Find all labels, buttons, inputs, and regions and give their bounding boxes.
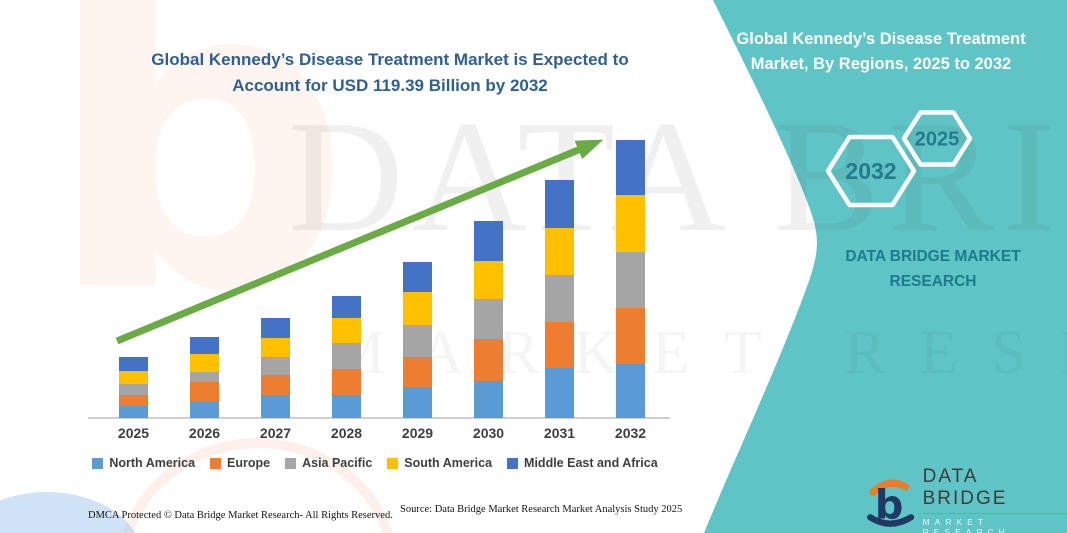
segment-2027-europe [261, 375, 290, 395]
chart-title: Global Kennedy’s Disease Treatment Marke… [40, 47, 740, 100]
segment-2030-middle-east-and-africa [474, 220, 503, 261]
segment-2027-north-america [261, 394, 290, 418]
legend-swatch-icon [285, 457, 297, 469]
stacked-bar-2029 [403, 261, 432, 418]
segment-2028-middle-east-and-africa [332, 296, 361, 319]
segment-2031-asia-pacific [545, 275, 574, 322]
segment-2027-middle-east-and-africa [261, 317, 290, 339]
legend-swatch-icon [507, 457, 519, 469]
legend-item-south-america: South America [387, 456, 492, 470]
dbmr-logo-divider [922, 513, 1067, 514]
x-axis-label-2029: 2029 [401, 425, 434, 441]
segment-2028-south-america [332, 318, 361, 344]
source-note: Source: Data Bridge Market Research Mark… [400, 504, 683, 515]
x-axis-label-2030: 2030 [472, 425, 505, 441]
legend-label: Middle East and Africa [524, 456, 658, 470]
segment-2031-middle-east-and-africa [545, 179, 574, 228]
segment-2030-asia-pacific [474, 299, 503, 340]
segment-2026-north-america [190, 401, 219, 418]
segment-2030-south-america [474, 260, 503, 300]
segment-2029-north-america [403, 387, 432, 418]
x-axis-label-2025: 2025 [117, 425, 150, 441]
segment-2028-europe [332, 368, 361, 395]
stacked-bar-2026 [190, 337, 219, 418]
segment-2029-europe [403, 357, 432, 388]
segment-2029-asia-pacific [403, 324, 432, 358]
chart-legend: North America Europe Asia Pacific South Ame… [45, 456, 705, 470]
segment-2032-north-america [616, 363, 645, 418]
panel-title-line1: Global Kennedy’s Disease Treatment [736, 30, 1026, 48]
legend-item-asia-pacific: Asia Pacific [285, 456, 372, 470]
x-axis-label-2026: 2026 [188, 425, 221, 441]
segment-2025-south-america [119, 371, 148, 384]
stacked-bar-2028 [332, 296, 361, 419]
company-name: DATA BRIDGE MARKET RESEARCH [822, 245, 1044, 295]
company-name-line1: DATA BRIDGE MARKET [845, 248, 1021, 265]
dbmr-logo-name: DATA BRIDGE [922, 466, 1008, 509]
segment-2031-europe [545, 321, 574, 369]
hexagon-2032-label: 2032 [845, 158, 896, 184]
dbmr-logo-text: DATA BRIDGE MARKET RESEARCH [922, 466, 1067, 533]
segment-2027-asia-pacific [261, 356, 290, 376]
legend-swatch-icon [92, 457, 104, 469]
segment-2029-south-america [403, 291, 432, 325]
year-hexagons: 2032 2025 [825, 110, 973, 208]
chart-title-line1: Global Kennedy’s Disease Treatment Marke… [151, 50, 629, 69]
segment-2028-north-america [332, 394, 361, 419]
segment-2025-asia-pacific [119, 383, 148, 395]
segment-2027-south-america [261, 338, 290, 357]
segment-2032-europe [616, 307, 645, 364]
segment-2030-north-america [474, 381, 503, 418]
legend-swatch-icon [210, 457, 222, 469]
x-axis-line [88, 417, 670, 419]
segment-2029-middle-east-and-africa [403, 261, 432, 292]
legend-item-europe: Europe [210, 456, 270, 470]
legend-label: South America [404, 456, 493, 470]
legend-swatch-icon [387, 457, 399, 469]
company-name-line2: RESEARCH [889, 272, 977, 290]
segment-2030-europe [474, 339, 503, 382]
x-axis-label-2027: 2027 [259, 425, 292, 441]
dbmr-logo-sub: MARKET RESEARCH [922, 517, 1010, 533]
panel-title: Global Kennedy’s Disease Treatment Marke… [722, 27, 1040, 77]
segment-2025-europe [119, 394, 148, 407]
segment-2032-asia-pacific [616, 252, 645, 308]
hexagon-2025 [901, 110, 973, 167]
stacked-bar-2025 [119, 357, 148, 418]
segment-2025-middle-east-and-africa [119, 357, 148, 372]
stacked-bar-2032 [616, 139, 645, 418]
legend-item-north-america: North America [92, 456, 195, 470]
x-axis-label-2032: 2032 [614, 425, 647, 441]
legend-item-middle-east-and-africa: Middle East and Africa [507, 456, 658, 470]
dbmr-logo: b DATA BRIDGE MARKET RESEARCH [864, 466, 1067, 533]
segment-2028-asia-pacific [332, 343, 361, 369]
legend-label: Europe [227, 456, 271, 470]
dbmr-logo-icon: b [867, 479, 915, 528]
hexagon-2032 [825, 134, 917, 208]
stacked-bar-2027 [261, 317, 290, 418]
hexagon-2025-label: 2025 [915, 129, 960, 151]
chart-title-line2: Account for USD 119.39 Billion by 2032 [232, 76, 548, 96]
segment-2026-middle-east-and-africa [190, 337, 219, 355]
segment-2026-south-america [190, 354, 219, 372]
x-axis-label-2031: 2031 [543, 425, 576, 441]
segment-2031-north-america [545, 368, 574, 418]
stacked-bar-2030 [474, 220, 503, 418]
stacked-bar-2031 [545, 179, 574, 418]
segment-2025-north-america [119, 406, 148, 418]
x-axis-label-2028: 2028 [330, 425, 363, 441]
legend-label: Asia Pacific [302, 456, 373, 470]
plot-area: 2025 2026 2027 2028 2029 2030 2031 2032 [117, 139, 647, 441]
segment-2032-middle-east-and-africa [616, 139, 645, 196]
segment-2032-south-america [616, 195, 645, 253]
dmca-notice: DMCA Protected © Data Bridge Market Rese… [88, 510, 393, 521]
legend-label: North America [109, 456, 196, 470]
segment-2026-europe [190, 381, 219, 402]
panel-title-line2: Market, By Regions, 2025 to 2032 [750, 54, 1012, 73]
segment-2031-south-america [545, 227, 574, 276]
segment-2026-asia-pacific [190, 371, 219, 382]
